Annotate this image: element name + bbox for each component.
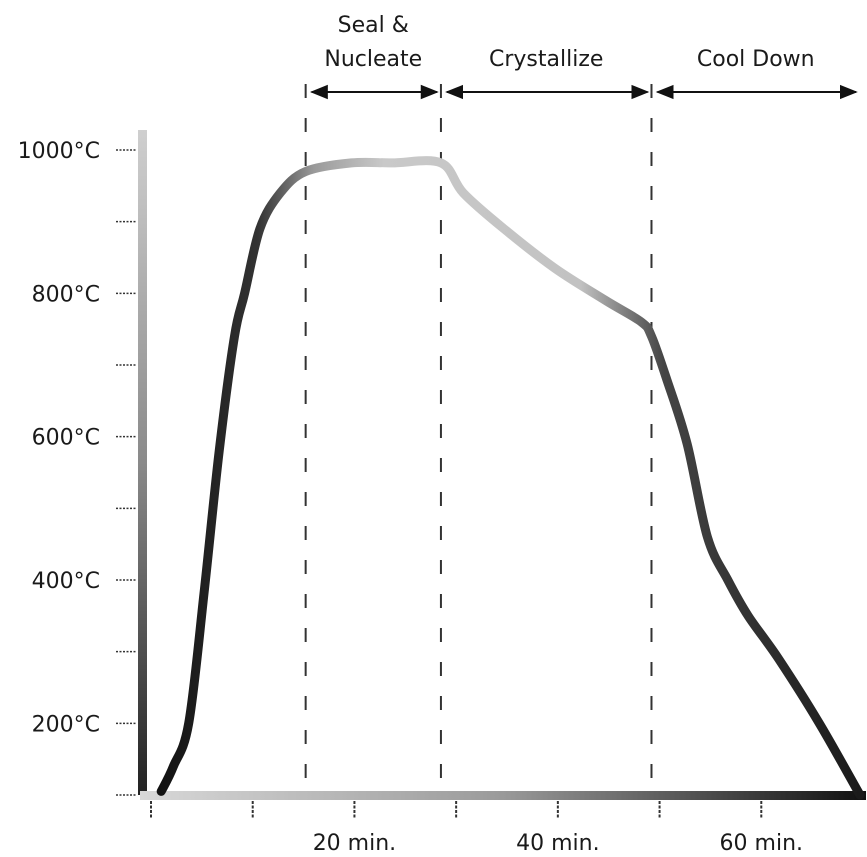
x-tick-label: 60 min. xyxy=(720,831,803,856)
y-tick-label: 200°C xyxy=(32,712,100,737)
series-group xyxy=(161,161,860,795)
y-tick-label: 400°C xyxy=(32,569,100,594)
y-axis-line xyxy=(138,130,147,795)
y-tick-label: 1000°C xyxy=(18,139,100,164)
x-axis-line xyxy=(140,791,866,800)
x-axis-tick-labels: 20 min. 40 min. 60 min. xyxy=(313,831,803,856)
y-tick-label: 600°C xyxy=(32,426,100,451)
x-axis xyxy=(140,791,866,800)
phase-label: Nucleate xyxy=(324,47,422,72)
y-axis-ticks xyxy=(116,150,136,795)
phase-boundary-lines xyxy=(306,84,652,792)
x-axis-ticks xyxy=(151,801,761,818)
y-tick-label: 800°C xyxy=(32,282,100,307)
phase-label: Seal & xyxy=(338,13,409,38)
phase-label: Crystallize xyxy=(489,47,603,72)
temperature-curve-0 xyxy=(161,161,860,795)
x-tick-label: 40 min. xyxy=(516,831,599,856)
x-tick-label: 20 min. xyxy=(313,831,396,856)
phase-label: Cool Down xyxy=(697,47,815,72)
y-axis xyxy=(138,130,147,795)
phase-labels: Seal & Nucleate Crystallize Cool Down xyxy=(324,13,814,72)
y-axis-tick-labels: 1000°C 800°C 600°C 400°C 200°C xyxy=(18,139,100,737)
